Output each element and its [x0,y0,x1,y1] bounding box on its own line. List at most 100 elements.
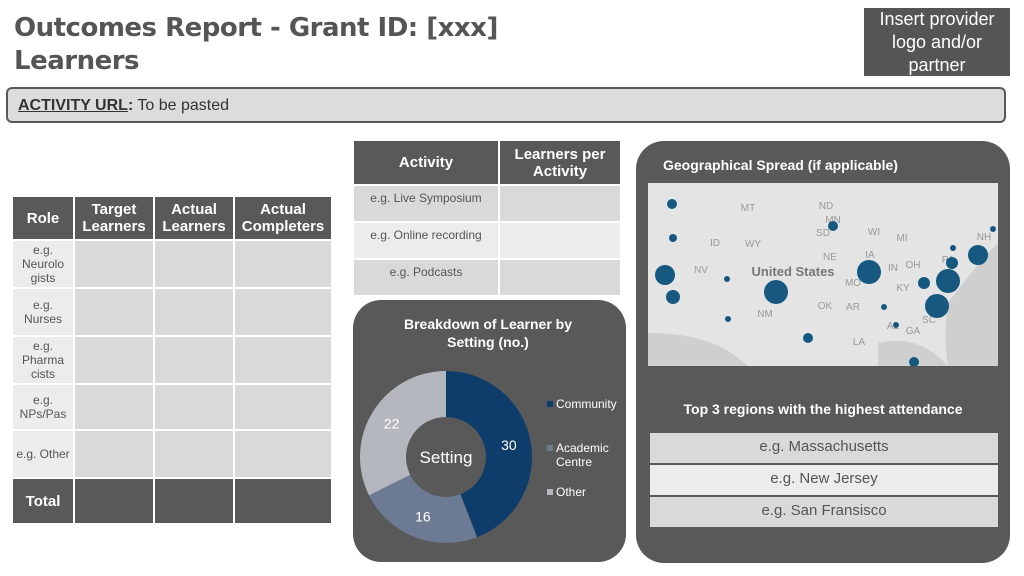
map-marker[interactable] [918,277,930,289]
value-cell[interactable] [73,335,155,385]
value-cell[interactable] [73,477,155,525]
value-cell[interactable] [153,287,235,337]
data-label: 22 [384,415,400,431]
table-row: e.g. Live Symposium [352,184,622,223]
role-cell: e.g. Other [11,429,75,479]
value-cell[interactable] [153,429,235,479]
value-cell[interactable] [233,383,333,431]
map-marker[interactable] [946,257,958,269]
value-cell[interactable] [498,184,622,223]
state-label: MT [741,203,755,214]
legend-swatch [547,445,553,451]
setting-chart-panel: Breakdown of Learner by Setting (no.) 30… [353,300,626,562]
chart-title: Breakdown of Learner by Setting (no.) [403,316,573,350]
value-cell[interactable] [498,258,622,297]
legend-swatch [547,401,553,407]
role-cell: Total [11,477,75,525]
table-row: e.g. Podcasts [352,258,622,297]
map-marker[interactable] [950,245,956,251]
logo-placeholder: Insert provider logo and/or partner [864,8,1010,76]
map-marker[interactable] [909,357,919,366]
activity-cell: e.g. Online recording [352,221,500,260]
value-cell[interactable] [233,335,333,385]
activity-table: Activity Learners per Activity e.g. Live … [352,139,622,297]
state-label: MI [896,233,907,244]
map-marker[interactable] [857,260,881,284]
us-map: MTNDMNSDWYIDNEIAWIMINVOHINPAMOKYOKARNMAL… [648,183,998,366]
map-marker[interactable] [764,280,788,304]
map-marker[interactable] [666,290,680,304]
state-label: OH [906,260,921,271]
activity-url-value[interactable]: To be pasted [137,97,230,114]
region-item: e.g. Massachusetts [650,433,998,463]
table-row: Total [11,477,333,525]
role-cell: e.g. Pharma cists [11,335,75,385]
value-cell[interactable] [233,429,333,479]
state-label: OK [818,301,833,312]
legend-swatch [547,489,553,495]
state-label: ND [819,201,833,212]
activity-cell: e.g. Live Symposium [352,184,500,223]
map-marker[interactable] [669,234,677,242]
state-label: MN [825,215,841,226]
state-label: NM [757,309,773,320]
map-marker[interactable] [725,316,731,322]
activity-url-label: ACTIVITY URL [18,97,128,114]
map-marker[interactable] [925,294,949,318]
map-marker[interactable] [990,226,996,232]
legend-entry: Community [556,397,617,411]
donut-slice-academic-centre [369,474,478,543]
value-cell[interactable] [73,239,155,289]
state-label: SC [922,315,936,326]
table-row: e.g. Other [11,429,333,479]
table-row: e.g. Pharma cists [11,335,333,385]
state-label: GA [906,326,921,337]
activity-cell: e.g. Podcasts [352,258,500,297]
legend-entry: Academic Centre [556,441,609,469]
state-label: ID [710,238,720,249]
state-label: IN [888,263,898,274]
state-label: WI [868,227,880,238]
map-marker[interactable] [828,221,838,231]
region-item: e.g. New Jersey [650,465,998,495]
data-label: 16 [415,509,431,525]
value-cell[interactable] [153,239,235,289]
map-marker[interactable] [724,276,730,282]
value-cell[interactable] [73,287,155,337]
value-cell[interactable] [233,239,333,289]
role-cell: e.g. Neurolo gists [11,239,75,289]
state-label: KY [896,283,910,294]
map-marker[interactable] [667,199,677,209]
table-row: e.g. Nurses [11,287,333,337]
data-label: 30 [501,437,517,453]
donut-center-label: Setting [420,448,473,467]
activity-url-bar: ACTIVITY URL: To be pasted [6,87,1006,123]
geo-title: Geographical Spread (if applicable) [663,157,898,173]
map-marker[interactable] [968,245,988,265]
map-marker[interactable] [655,265,675,285]
value-cell[interactable] [153,335,235,385]
role-cell: e.g. NPs/Pas [11,383,75,431]
role-cell: e.g. Nurses [11,287,75,337]
state-label: AR [846,302,860,313]
legend-entry: Other [556,485,586,499]
value-cell[interactable] [73,383,155,431]
state-label: NV [694,265,708,276]
state-label: NE [823,252,837,263]
value-cell[interactable] [153,383,235,431]
state-label: WY [745,239,761,250]
page-title: Outcomes Report - Grant ID: [xxx] Learner… [14,13,498,76]
regions-title: Top 3 regions with the highest attendanc… [683,401,963,417]
map-marker[interactable] [936,269,960,293]
value-cell[interactable] [73,429,155,479]
value-cell[interactable] [233,477,333,525]
state-label: NH [977,232,991,243]
map-marker[interactable] [881,304,887,310]
map-marker[interactable] [803,333,813,343]
value-cell[interactable] [233,287,333,337]
state-label: SD [816,228,830,239]
value-cell[interactable] [153,477,235,525]
donut-slice-community [446,371,532,538]
map-marker[interactable] [893,322,899,328]
value-cell[interactable] [498,221,622,260]
